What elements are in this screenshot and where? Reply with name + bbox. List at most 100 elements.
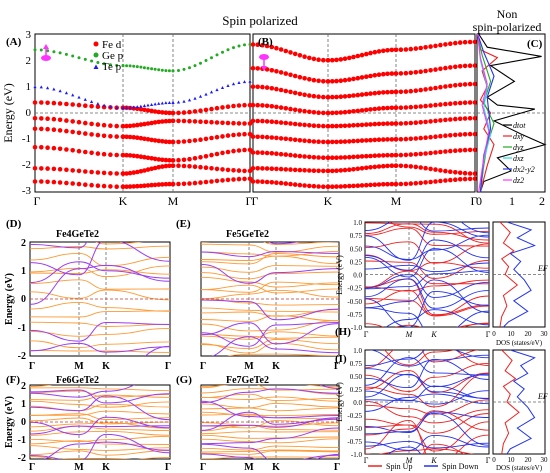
- fe-d-marker: [288, 72, 293, 78]
- fe-d-marker: [330, 168, 335, 174]
- band-line: [201, 422, 339, 427]
- fe-d-marker: [70, 119, 75, 124]
- ge-p-marker: [77, 56, 81, 60]
- te-p-marker: [121, 106, 125, 110]
- legend-dz2: dz2: [513, 176, 524, 185]
- fe-d-marker: [45, 126, 50, 132]
- legend-ge: Ge p: [102, 50, 124, 62]
- fe-d-marker: [32, 179, 38, 184]
- fe-d-marker: [342, 184, 348, 189]
- fe-d-marker: [364, 153, 369, 159]
- fe-d-marker: [453, 177, 458, 182]
- fe-d-marker: [242, 121, 247, 126]
- fe-d-marker: [247, 168, 253, 174]
- fe-d-marker: [39, 179, 44, 184]
- fe-d-marker: [433, 179, 438, 184]
- fe-d-marker: [51, 116, 57, 122]
- fe-d-marker: [457, 100, 463, 106]
- fe-d-marker: [225, 177, 231, 183]
- ge-p-marker: [142, 66, 146, 70]
- dos-curve-dxy: [477, 33, 499, 193]
- fe-d-marker: [418, 87, 424, 93]
- fe-d-marker: [32, 144, 38, 150]
- fe-d-marker: [167, 163, 172, 169]
- fe-d-marker: [274, 135, 279, 141]
- ytick-label: 0.75: [350, 232, 363, 240]
- fe-d-marker: [321, 168, 326, 174]
- ytick-label: 0.50: [350, 245, 363, 253]
- ge-p-marker: [96, 61, 100, 64]
- panel-b-xtick: M: [391, 194, 402, 208]
- fe-d-marker: [278, 87, 284, 93]
- fe-d-marker: [389, 89, 395, 95]
- ge-p-marker: [46, 49, 50, 53]
- fe-d-marker: [347, 123, 352, 128]
- fe-d-marker: [214, 105, 220, 111]
- panel-f-ytick: 2: [21, 381, 26, 392]
- ytick-label: -0.50: [347, 298, 362, 306]
- fe-d-marker: [292, 107, 298, 113]
- te-p-marker: [226, 83, 230, 87]
- fe-d-marker: [187, 156, 192, 162]
- fe-d-marker: [338, 168, 344, 173]
- fe-d-marker: [209, 179, 214, 184]
- fe-d-marker: [413, 88, 419, 93]
- fe-d-marker: [372, 121, 378, 127]
- fe-d-marker: [163, 163, 169, 169]
- fe-d-marker: [76, 130, 82, 136]
- fe-d-marker: [433, 67, 438, 72]
- fe-d-marker: [385, 89, 390, 95]
- band-line: [201, 243, 339, 253]
- spin-down-band: [365, 274, 489, 298]
- band-line: [201, 411, 339, 417]
- fe-d-marker: [423, 68, 428, 74]
- fe-d-marker: [351, 154, 356, 160]
- panel-b: (B) Γ K M Γ: [250, 33, 478, 208]
- band-line: [30, 385, 136, 398]
- fe-d-marker: [428, 119, 433, 124]
- fe-d-marker: [160, 164, 165, 169]
- fe-d-marker: [101, 170, 107, 176]
- fe-d-marker: [231, 120, 236, 126]
- fe-d-marker: [338, 78, 344, 83]
- fe-d-marker: [260, 84, 265, 90]
- band-line: [30, 289, 170, 301]
- spin-up-band: [365, 241, 489, 264]
- band-line: [201, 297, 339, 306]
- te-p-marker: [176, 100, 181, 104]
- fe-d-marker: [462, 147, 468, 153]
- fe-d-marker: [338, 57, 344, 62]
- fe-d-marker: [176, 181, 181, 187]
- spin-down-band: [365, 248, 489, 278]
- fe-d-marker: [307, 138, 312, 144]
- band-line: [201, 315, 339, 322]
- ytick-label: -0.50: [347, 425, 362, 433]
- fe-d-marker: [83, 149, 88, 155]
- fe-d-marker: [114, 171, 119, 176]
- spin-down-band: [385, 309, 489, 327]
- ge-p-marker: [248, 43, 252, 46]
- fe-d-marker: [156, 182, 161, 187]
- fe-d-marker: [428, 166, 433, 172]
- band-line: [30, 340, 170, 349]
- fe-d-marker: [359, 154, 365, 159]
- fe-d-marker: [283, 136, 289, 142]
- panel-i-xtick: K: [430, 456, 437, 465]
- te-p-marker: [248, 79, 252, 83]
- fe-d-marker: [57, 117, 63, 123]
- fe-d-marker: [408, 88, 414, 94]
- fe-d-marker: [167, 139, 172, 145]
- fe-d-marker: [152, 182, 158, 188]
- ge-p-marker: [157, 68, 161, 72]
- panel-h-dos-xlabel: DOS (states/eV): [496, 339, 543, 347]
- panel-f-ytick: 0: [21, 417, 26, 428]
- fe-d-marker: [152, 156, 158, 162]
- fe-d-marker: [321, 110, 326, 116]
- te-p-marker: [142, 104, 147, 108]
- fe-d-marker: [167, 181, 172, 187]
- fe-d-marker: [342, 167, 348, 173]
- panel-c-xtick: 2: [539, 194, 545, 208]
- spin-up-band: [394, 323, 489, 327]
- fe-d-marker: [274, 166, 279, 172]
- fe-d-marker: [321, 79, 326, 84]
